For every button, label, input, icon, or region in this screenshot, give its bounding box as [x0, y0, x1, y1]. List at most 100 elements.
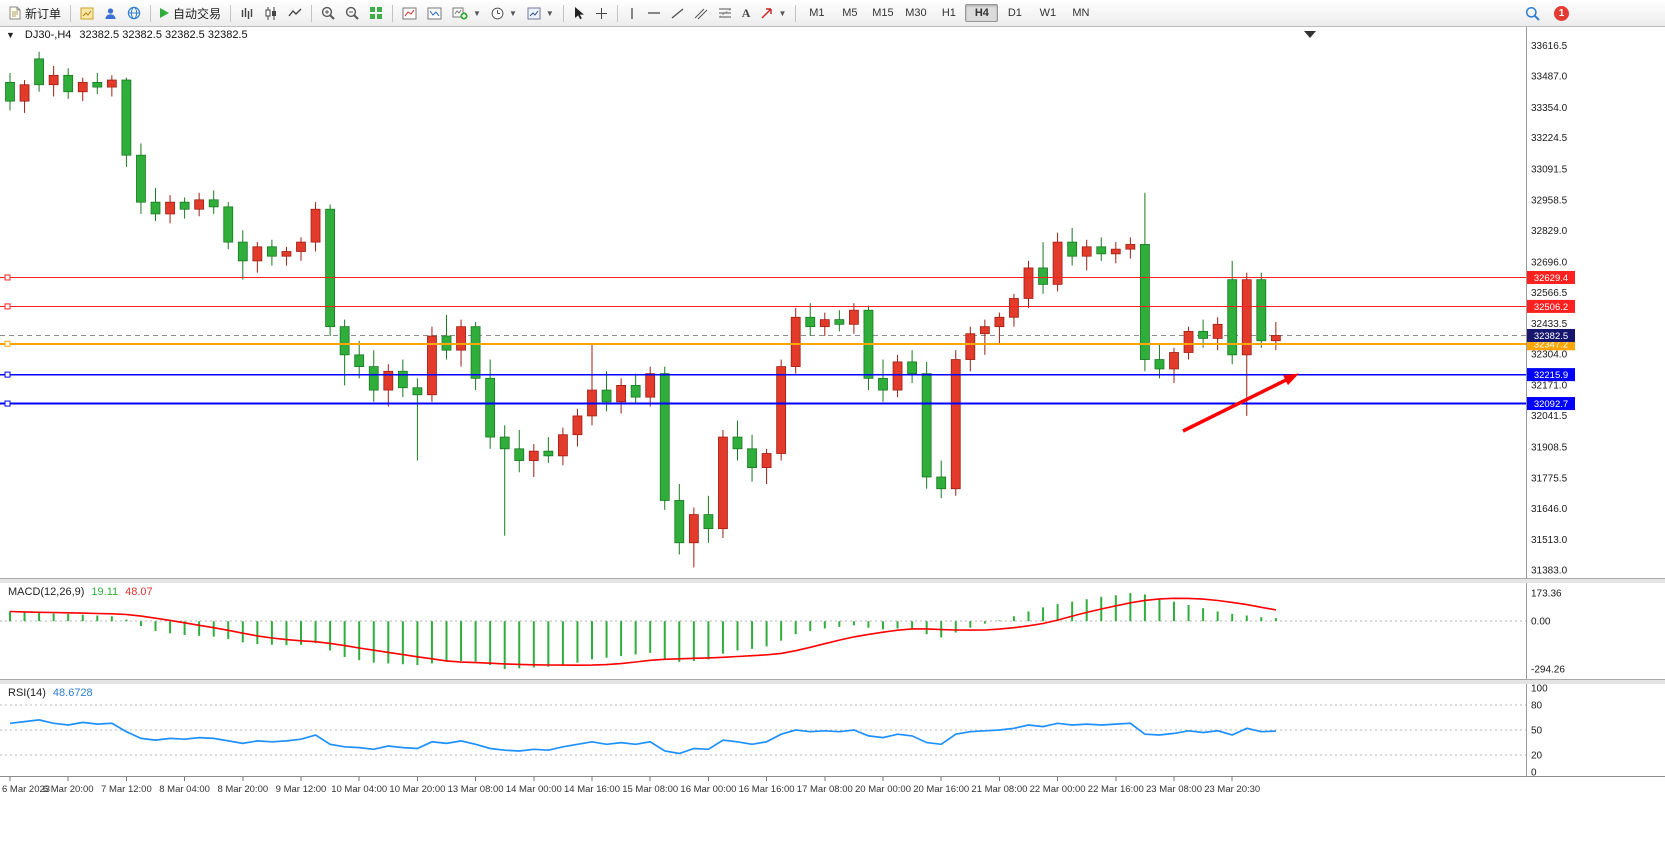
rsi-canvas[interactable]: 100 80 50 20 0: [0, 684, 1665, 776]
timeframe-m15[interactable]: M15: [872, 7, 894, 19]
new-chart-icon: [80, 7, 94, 20]
svg-text:32215.9: 32215.9: [1534, 370, 1568, 381]
auto-trading-button[interactable]: 自动交易: [155, 3, 226, 24]
horizontal-line-tool-button[interactable]: [642, 3, 666, 24]
auto-trading-play-icon: [160, 8, 170, 18]
svg-text:32304.0: 32304.0: [1531, 349, 1568, 360]
main-chart-panel: 33616.5 33487.0 33354.0 33224.5 33091.5 32958…: [0, 26, 1665, 578]
timeframe-d1[interactable]: D1: [1007, 7, 1022, 19]
dropdown-caret-icon: ▼: [545, 8, 554, 18]
new-chart-button[interactable]: [75, 3, 99, 24]
crosshair-button[interactable]: [590, 3, 613, 24]
trend-arrow-head[interactable]: [1283, 373, 1299, 386]
toolbar-separator: [795, 4, 797, 22]
timeframe-m5[interactable]: M5: [842, 7, 858, 19]
svg-text:22 Mar 00:00: 22 Mar 00:00: [1030, 784, 1086, 795]
svg-text:32829.0: 32829.0: [1531, 226, 1568, 237]
zoom-in-button[interactable]: [316, 3, 340, 24]
search-button[interactable]: [1525, 6, 1540, 21]
svg-text:32347.2: 32347.2: [1534, 339, 1568, 350]
timeframe-m1[interactable]: M1: [809, 7, 825, 19]
hline-handle[interactable]: [4, 340, 11, 347]
arrange-step-button[interactable]: [397, 3, 422, 24]
toolbar-separator: [311, 4, 313, 22]
time-axis[interactable]: 6 Mar 2023 6 Mar 20:00 7 Mar 12:00 8 Mar 04…: [0, 776, 1665, 799]
text-tool-button[interactable]: A: [737, 3, 756, 24]
price-badge: [1527, 270, 1575, 284]
equidistant-channel-icon: [694, 7, 708, 20]
zoom-out-button[interactable]: [340, 3, 364, 24]
fibonacci-tool-button[interactable]: [713, 3, 737, 24]
hline-handle[interactable]: [4, 274, 11, 281]
svg-text:0: 0: [1531, 768, 1537, 777]
main-toolbar: 新订单 自动交易: [0, 0, 1665, 27]
window-red-arrow-icon: [402, 7, 417, 20]
toolbar-separator: [392, 4, 394, 22]
timeframe-m30[interactable]: M30: [905, 7, 927, 19]
svg-text:0.00: 0.00: [1531, 617, 1551, 628]
candlestick-icon: [264, 6, 278, 20]
window-blue-arrow-icon: [427, 7, 442, 20]
svg-text:17 Mar 08:00: 17 Mar 08:00: [797, 784, 853, 795]
svg-text:31383.0: 31383.0: [1531, 566, 1568, 577]
indicators-button[interactable]: ▼: [447, 3, 486, 24]
arrows-tool-button[interactable]: ▼: [755, 3, 791, 24]
add-indicator-icon: [452, 6, 468, 20]
tile-windows-icon: [369, 6, 383, 20]
one-click-trading-toggle-icon[interactable]: ▼: [6, 30, 15, 40]
auto-trading-label: 自动交易: [173, 6, 222, 21]
hline-handle[interactable]: [4, 303, 11, 310]
svg-text:10 Mar 20:00: 10 Mar 20:00: [389, 784, 445, 795]
svg-text:33487.0: 33487.0: [1531, 72, 1568, 83]
svg-text:33091.5: 33091.5: [1531, 164, 1568, 175]
line-chart-button[interactable]: [283, 3, 307, 24]
svg-text:50: 50: [1531, 726, 1543, 737]
hline-handle[interactable]: [4, 371, 11, 378]
dropdown-caret-icon: ▼: [778, 8, 787, 18]
macd-canvas[interactable]: 173.36 0.00 -294.26: [0, 583, 1665, 679]
periods-button[interactable]: ▼: [486, 3, 522, 24]
timeframe-mn[interactable]: MN: [1072, 7, 1090, 19]
svg-text:9 Mar 12:00: 9 Mar 12:00: [276, 784, 327, 795]
chart-title: ▼ DJ30-,H4 32382.5 32382.5 32382.5 32382…: [6, 29, 248, 41]
rsi-value: 48.6728: [52, 687, 93, 699]
fibonacci-icon: [718, 7, 732, 19]
tile-windows-button[interactable]: [364, 3, 388, 24]
person-icon: [104, 7, 117, 20]
price-chart-canvas[interactable]: 33616.5 33487.0 33354.0 33224.5 33091.5 32958…: [0, 26, 1665, 578]
timeframe-w1[interactable]: W1: [1039, 7, 1057, 19]
zoom-in-icon: [321, 6, 335, 20]
navigator-button[interactable]: [99, 3, 122, 24]
rsi-line: [9, 719, 1276, 755]
bar-chart-button[interactable]: [235, 3, 259, 24]
macd-main-value: 19.11: [91, 586, 119, 598]
timeframe-h4[interactable]: H4: [965, 4, 999, 22]
timeframe-h1[interactable]: H1: [941, 7, 956, 19]
toolbar-right-group: 1: [1525, 5, 1665, 21]
hline-handle[interactable]: [4, 400, 11, 407]
vertical-line-icon: [627, 7, 637, 20]
arrange-cascade-button[interactable]: [422, 3, 447, 24]
vertical-line-tool-button[interactable]: [622, 3, 642, 24]
dropdown-caret-icon: ▼: [508, 8, 517, 18]
svg-text:100: 100: [1531, 684, 1548, 695]
trendline-tool-button[interactable]: [666, 3, 689, 24]
svg-text:33224.5: 33224.5: [1531, 133, 1568, 144]
svg-text:6 Mar 20:00: 6 Mar 20:00: [43, 784, 94, 795]
price-badge: [1527, 299, 1575, 313]
svg-text:32171.0: 32171.0: [1531, 381, 1568, 392]
chart-shift-marker[interactable]: [1304, 31, 1316, 38]
cursor-button[interactable]: [568, 3, 590, 24]
channel-tool-button[interactable]: [689, 3, 713, 24]
market-watch-button[interactable]: [122, 3, 146, 24]
svg-text:14 Mar 00:00: 14 Mar 00:00: [506, 784, 562, 795]
templates-button[interactable]: ▼: [522, 3, 559, 24]
candlestick-chart-button[interactable]: [259, 3, 283, 24]
macd-signal-line: [9, 597, 1277, 667]
trend-arrow[interactable]: [1182, 378, 1288, 433]
svg-text:32696.0: 32696.0: [1531, 257, 1568, 268]
bar-chart-icon: [240, 7, 254, 20]
svg-text:13 Mar 08:00: 13 Mar 08:00: [448, 784, 504, 795]
new-order-button[interactable]: 新订单: [4, 3, 66, 24]
notification-badge[interactable]: 1: [1554, 5, 1569, 21]
